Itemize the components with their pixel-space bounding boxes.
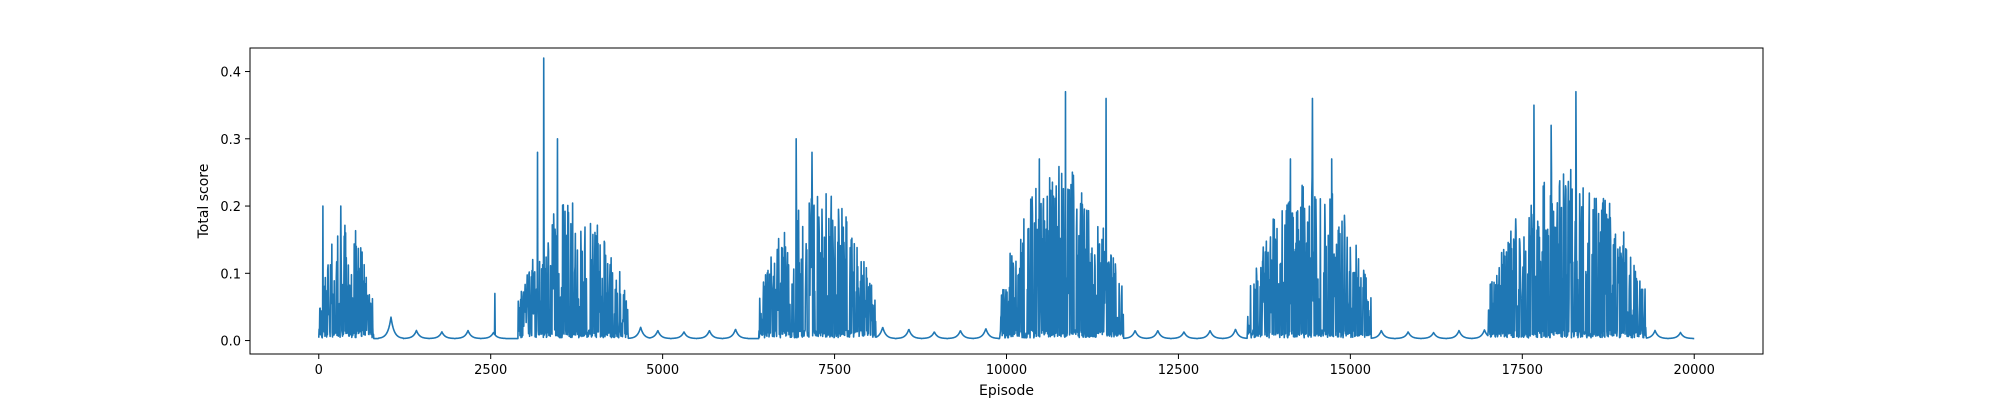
x-tick-label: 2500	[474, 363, 507, 378]
x-tick-label: 0	[315, 363, 323, 378]
plot-area	[317, 57, 1695, 340]
x-tick-label: 10000	[986, 363, 1027, 378]
y-axis-ticks: 0.0 0.1 0.2 0.3 0.4	[220, 66, 250, 350]
y-tick-label: 0.3	[220, 133, 241, 148]
y-tick-label: 0.1	[220, 267, 241, 282]
x-axis-ticks: 0 2500 5000 7500 10000 12500 15000 17500 20000	[315, 354, 1715, 378]
x-axis-label: Episode	[979, 383, 1034, 399]
y-tick-label: 0.4	[220, 66, 241, 81]
y-axis-label: Total score	[196, 164, 212, 240]
x-tick-label: 20000	[1674, 363, 1715, 378]
x-tick-label: 5000	[646, 363, 679, 378]
x-tick-label: 17500	[1502, 363, 1543, 378]
y-tick-label: 0.2	[220, 200, 241, 215]
x-tick-label: 12500	[1158, 363, 1199, 378]
y-tick-label: 0.0	[220, 335, 241, 350]
x-tick-label: 15000	[1330, 363, 1371, 378]
x-tick-label: 7500	[818, 363, 851, 378]
series-line-total-score	[317, 57, 1695, 340]
